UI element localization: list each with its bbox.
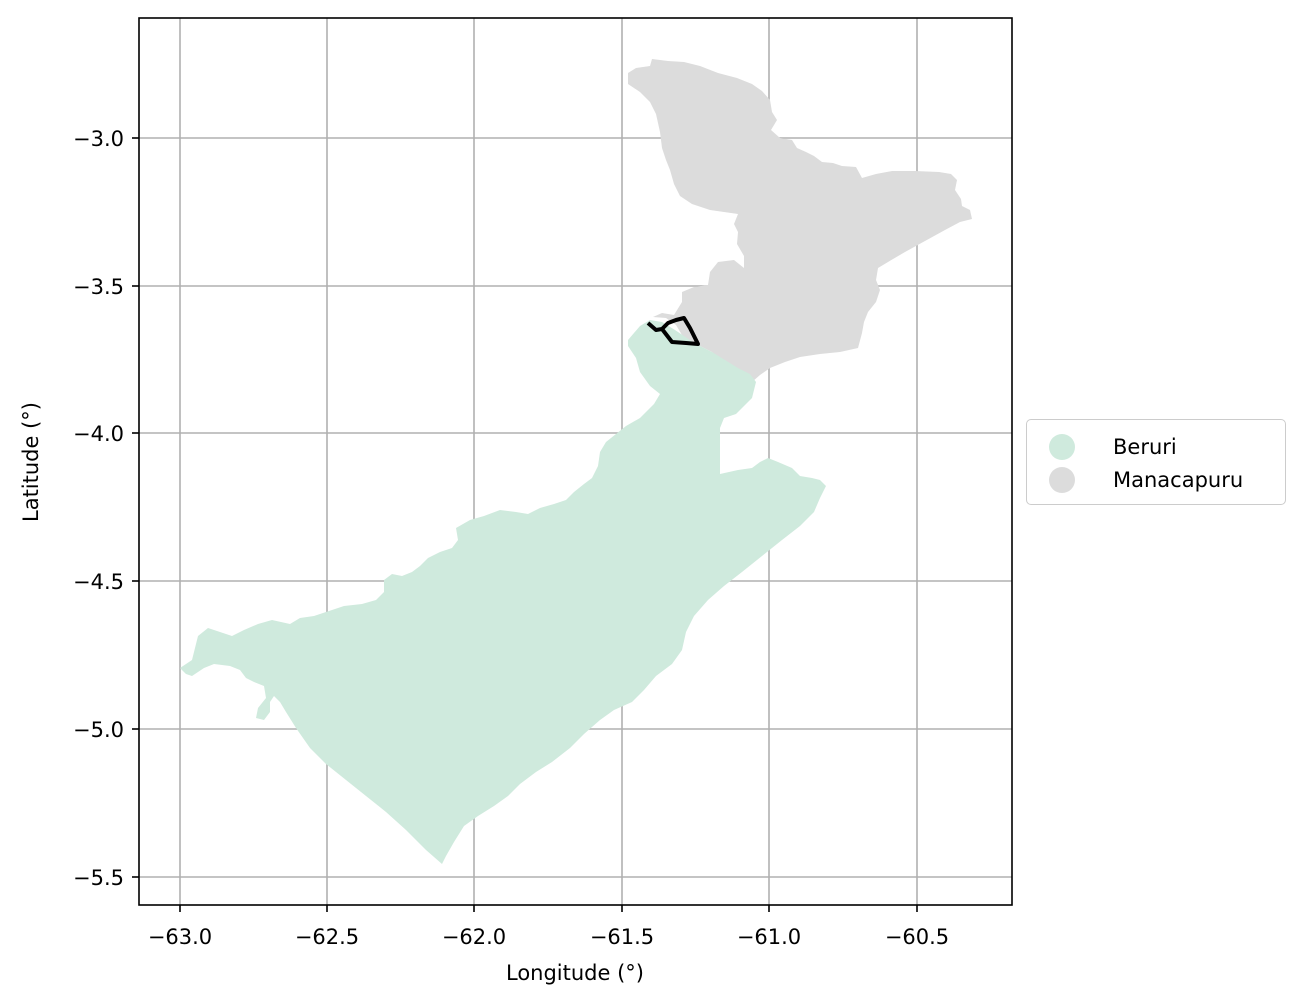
- legend-item-manacapuru: Manacapuru: [1049, 465, 1243, 495]
- legend-label: Beruri: [1113, 435, 1177, 459]
- legend-marker: [1049, 434, 1075, 460]
- y-tick-label: −4.0: [73, 422, 124, 446]
- x-tick-label: −62.0: [442, 925, 506, 949]
- legend: Beruri Manacapuru: [1026, 419, 1286, 505]
- x-tick-label: −63.0: [148, 925, 212, 949]
- y-tick-label: −5.0: [73, 718, 124, 742]
- y-tick-label: −3.5: [73, 275, 124, 299]
- x-tick-label: −60.5: [885, 925, 949, 949]
- legend-item-beruri: Beruri: [1049, 432, 1177, 462]
- y-tick-marks: [132, 137, 139, 878]
- y-tick-label: −5.5: [73, 866, 124, 890]
- x-tick-marks: [179, 905, 918, 912]
- region-manacapuru: [628, 59, 972, 382]
- legend-marker: [1049, 467, 1075, 493]
- y-axis-title: Latitude (°): [19, 402, 43, 522]
- x-tick-label: −61.0: [737, 925, 801, 949]
- grid: [139, 18, 1012, 905]
- y-tick-label: −4.5: [73, 570, 124, 594]
- highlight-outline: [646, 316, 700, 346]
- plot-frame: [138, 17, 1013, 906]
- x-axis-title: Longitude (°): [506, 961, 644, 985]
- x-tick-label: −61.5: [590, 925, 654, 949]
- x-tick-label: −62.5: [295, 925, 359, 949]
- legend-label: Manacapuru: [1113, 468, 1244, 492]
- region-beruri: [180, 320, 826, 864]
- y-tick-label: −3.0: [73, 127, 124, 151]
